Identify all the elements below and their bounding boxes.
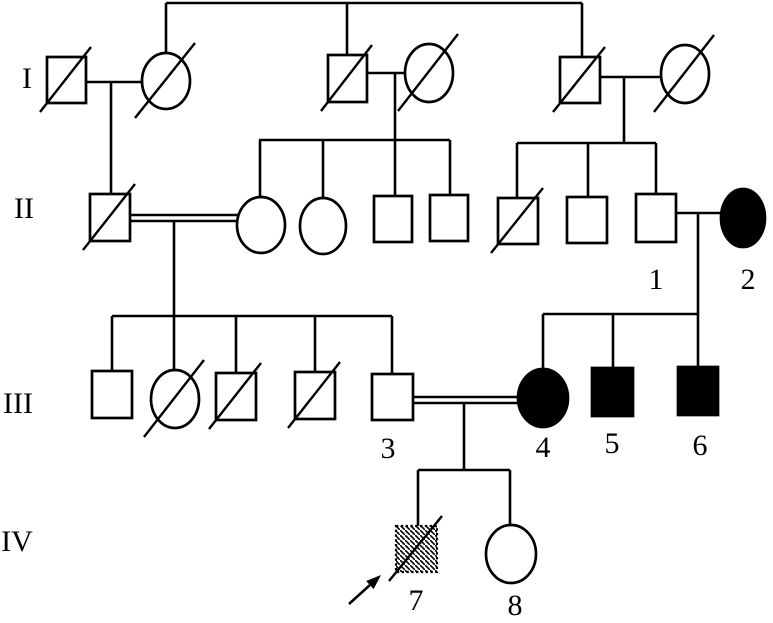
deceased-slash-III-c <box>208 362 262 430</box>
deceased-slash-I-3 <box>320 44 373 112</box>
individual-number-label-II-2: 2 <box>741 263 756 296</box>
person-II-b <box>235 195 287 255</box>
person-III-5 <box>590 366 635 418</box>
individual-number-label-IV-7: 7 <box>409 584 424 617</box>
generation-label-I: I <box>22 62 32 95</box>
individual-number-label-III-6: 6 <box>693 429 708 462</box>
deceased-slash-IV-7 <box>388 515 443 582</box>
person-II-d <box>372 194 414 244</box>
person-III-3 <box>370 372 415 422</box>
proband-arrow-shaft <box>348 584 371 605</box>
generation-label-IV: IV <box>1 525 33 558</box>
individual-number-label-III-3: 3 <box>381 432 396 465</box>
deceased-slash-I-6 <box>653 34 715 113</box>
deceased-slash-II-a <box>82 183 136 251</box>
deceased-slash-I-2 <box>134 42 196 119</box>
generation-label-III: III <box>3 387 33 420</box>
deceased-slash-III-d <box>287 361 341 429</box>
relationship-lines-layer <box>86 1 722 527</box>
individual-number-label-IV-8: 8 <box>508 589 523 618</box>
deceased-slash-III-b <box>143 359 205 438</box>
generation-label-II: II <box>14 192 34 225</box>
individual-number-label-II-1: 1 <box>649 263 664 296</box>
deceased-slash-I-5 <box>552 46 606 113</box>
person-II-c <box>298 196 348 256</box>
deceased-slash-I-4 <box>397 33 459 112</box>
person-II-2 <box>719 187 767 249</box>
person-II-1 <box>634 192 678 244</box>
person-II-e <box>428 193 470 243</box>
person-III-4 <box>516 367 570 429</box>
person-III-a <box>90 369 134 420</box>
individual-number-label-III-5: 5 <box>605 427 620 460</box>
person-II-g <box>565 195 609 245</box>
individual-number-label-III-4: 4 <box>536 431 551 464</box>
person-III-6 <box>676 365 720 417</box>
person-IV-8 <box>484 523 538 585</box>
proband-arrow-head-icon <box>366 575 381 590</box>
deceased-slash-II-f <box>490 187 544 254</box>
deceased-slash-I-1 <box>39 46 92 113</box>
